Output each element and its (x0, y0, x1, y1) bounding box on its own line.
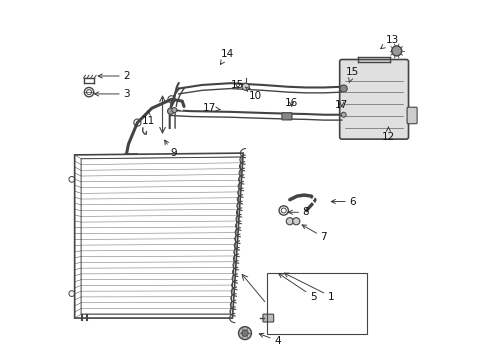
Circle shape (392, 46, 402, 56)
Text: 17: 17 (335, 100, 348, 110)
Text: 15: 15 (231, 80, 245, 90)
Text: 4: 4 (259, 333, 281, 346)
Circle shape (341, 112, 346, 117)
FancyBboxPatch shape (282, 113, 292, 120)
Bar (267, 273, 367, 334)
Circle shape (239, 327, 251, 339)
Text: 17: 17 (202, 103, 220, 113)
Circle shape (286, 218, 294, 225)
Text: 1: 1 (284, 273, 334, 302)
Text: 16: 16 (285, 98, 298, 108)
Text: 7: 7 (302, 225, 327, 242)
Circle shape (340, 85, 347, 92)
FancyBboxPatch shape (263, 314, 274, 322)
Circle shape (242, 83, 249, 90)
Text: 6: 6 (331, 197, 356, 207)
Circle shape (293, 218, 300, 225)
Text: 15: 15 (346, 67, 359, 82)
Text: 2: 2 (98, 71, 130, 81)
Text: 13: 13 (381, 35, 399, 49)
FancyBboxPatch shape (340, 59, 409, 139)
Text: 10: 10 (245, 87, 262, 101)
Circle shape (172, 108, 177, 113)
Text: 11: 11 (142, 111, 155, 126)
Text: 8: 8 (288, 207, 309, 217)
Text: 3: 3 (95, 89, 130, 99)
Text: 14: 14 (220, 49, 234, 64)
FancyBboxPatch shape (407, 107, 417, 124)
Circle shape (242, 330, 248, 336)
Circle shape (168, 108, 174, 114)
Text: 9: 9 (165, 140, 176, 158)
Text: 5: 5 (279, 274, 317, 302)
Text: 12: 12 (382, 127, 395, 142)
